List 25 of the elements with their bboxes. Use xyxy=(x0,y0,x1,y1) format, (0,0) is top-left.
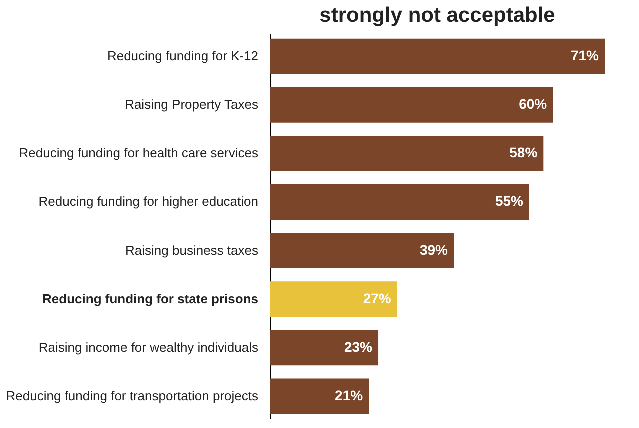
bar xyxy=(270,136,544,172)
bar xyxy=(270,330,379,366)
data-label: 39% xyxy=(420,242,449,258)
data-label: 58% xyxy=(510,144,538,161)
y-tick-label: Reducing funding for health care services xyxy=(19,146,259,161)
bar xyxy=(270,233,454,268)
y-tick-label: Reducing funding for K-12 xyxy=(107,48,258,64)
data-label: 60% xyxy=(519,96,548,112)
bar xyxy=(270,378,370,414)
data-label: 21% xyxy=(335,387,364,404)
y-tick-label: Raising Property Taxes xyxy=(125,97,259,112)
y-tick-label: Reducing funding for transportation projects xyxy=(6,388,259,404)
y-tick-label: Raising business taxes xyxy=(126,242,259,258)
bar xyxy=(270,184,530,220)
bar xyxy=(270,87,554,123)
data-label: 71% xyxy=(570,48,600,64)
data-label: 23% xyxy=(344,338,374,355)
y-tick-label: Reducing funding for higher education xyxy=(38,194,258,210)
y-tick-label: Raising income for wealthy individuals xyxy=(38,340,259,355)
bar xyxy=(270,38,605,74)
data-label: 27% xyxy=(363,290,392,306)
chart-title: strongly not acceptable xyxy=(320,4,556,27)
y-tick-label: Reducing funding for state prisons xyxy=(42,291,258,306)
bar xyxy=(270,282,398,318)
data-label: 55% xyxy=(495,193,524,210)
